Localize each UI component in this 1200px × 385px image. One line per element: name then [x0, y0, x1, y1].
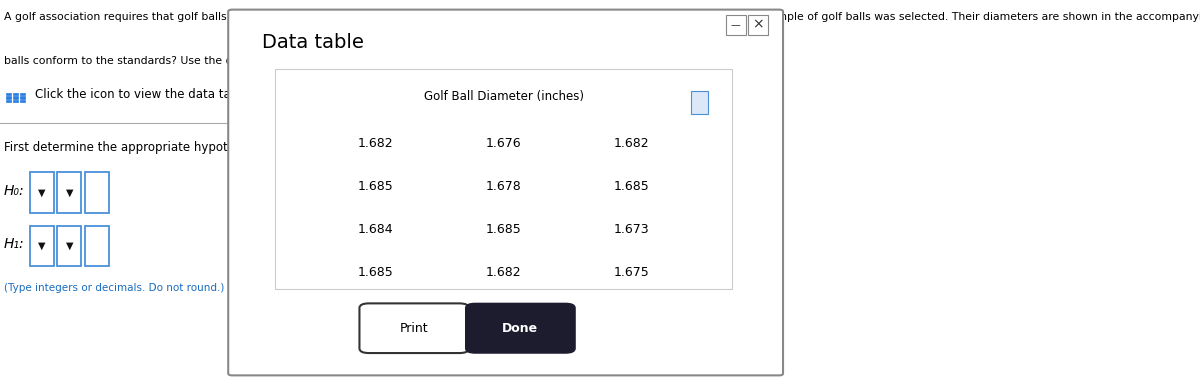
FancyBboxPatch shape — [466, 303, 575, 353]
Text: H₀:: H₀: — [4, 184, 24, 198]
FancyBboxPatch shape — [19, 100, 25, 102]
Text: 1.685: 1.685 — [613, 180, 649, 193]
FancyBboxPatch shape — [58, 172, 82, 213]
Text: 1.682: 1.682 — [613, 137, 649, 150]
Text: ▼: ▼ — [66, 187, 73, 197]
FancyBboxPatch shape — [360, 303, 469, 353]
Text: 1.678: 1.678 — [486, 180, 522, 193]
FancyBboxPatch shape — [30, 226, 54, 266]
Text: ×: × — [752, 18, 763, 32]
Text: Click the icon to view the data table.: Click the icon to view the data table. — [35, 88, 252, 101]
Text: 1.684: 1.684 — [358, 223, 394, 236]
FancyBboxPatch shape — [85, 172, 109, 213]
Text: 1.676: 1.676 — [486, 137, 522, 150]
Text: (Type integers or decimals. Do not round.): (Type integers or decimals. Do not round… — [4, 283, 224, 293]
FancyBboxPatch shape — [6, 93, 12, 95]
Text: ▼: ▼ — [66, 241, 73, 251]
Text: ▼: ▼ — [38, 241, 46, 251]
Text: —: — — [731, 20, 740, 30]
Text: Data table: Data table — [262, 33, 364, 52]
FancyBboxPatch shape — [228, 10, 784, 375]
FancyBboxPatch shape — [6, 96, 12, 99]
Text: Done: Done — [503, 322, 539, 335]
FancyBboxPatch shape — [30, 172, 54, 213]
FancyBboxPatch shape — [13, 93, 18, 95]
Text: balls conform to the standards? Use the α = 0.01 level of significance.: balls conform to the standards? Use the … — [4, 56, 388, 66]
Text: 1.685: 1.685 — [358, 180, 394, 193]
FancyBboxPatch shape — [6, 100, 12, 102]
FancyBboxPatch shape — [13, 96, 18, 99]
FancyBboxPatch shape — [748, 15, 768, 35]
FancyBboxPatch shape — [691, 91, 708, 114]
FancyBboxPatch shape — [726, 15, 746, 35]
Text: 1.685: 1.685 — [486, 223, 522, 236]
FancyBboxPatch shape — [58, 226, 82, 266]
Text: First determine the appropriate hypotheses.: First determine the appropriate hypothes… — [4, 141, 265, 154]
FancyBboxPatch shape — [13, 100, 18, 102]
Text: 1.682: 1.682 — [358, 137, 394, 150]
Text: 1.682: 1.682 — [486, 266, 522, 279]
FancyBboxPatch shape — [19, 93, 25, 95]
Text: Print: Print — [400, 322, 428, 335]
Text: 1.685: 1.685 — [358, 266, 394, 279]
FancyBboxPatch shape — [85, 226, 109, 266]
Text: 1.675: 1.675 — [613, 266, 649, 279]
Text: 1.673: 1.673 — [613, 223, 649, 236]
Text: ▼: ▼ — [38, 187, 46, 197]
FancyBboxPatch shape — [19, 96, 25, 99]
Text: Golf Ball Diameter (inches): Golf Ball Diameter (inches) — [424, 90, 583, 104]
FancyBboxPatch shape — [276, 69, 732, 289]
Text: H₁:: H₁: — [4, 238, 24, 251]
Text: A golf association requires that golf balls have a diameter that is 1.68 inches.: A golf association requires that golf ba… — [4, 12, 1200, 22]
